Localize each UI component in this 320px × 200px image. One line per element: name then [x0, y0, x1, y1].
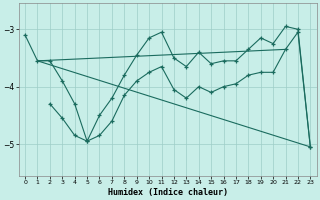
X-axis label: Humidex (Indice chaleur): Humidex (Indice chaleur) — [108, 188, 228, 197]
